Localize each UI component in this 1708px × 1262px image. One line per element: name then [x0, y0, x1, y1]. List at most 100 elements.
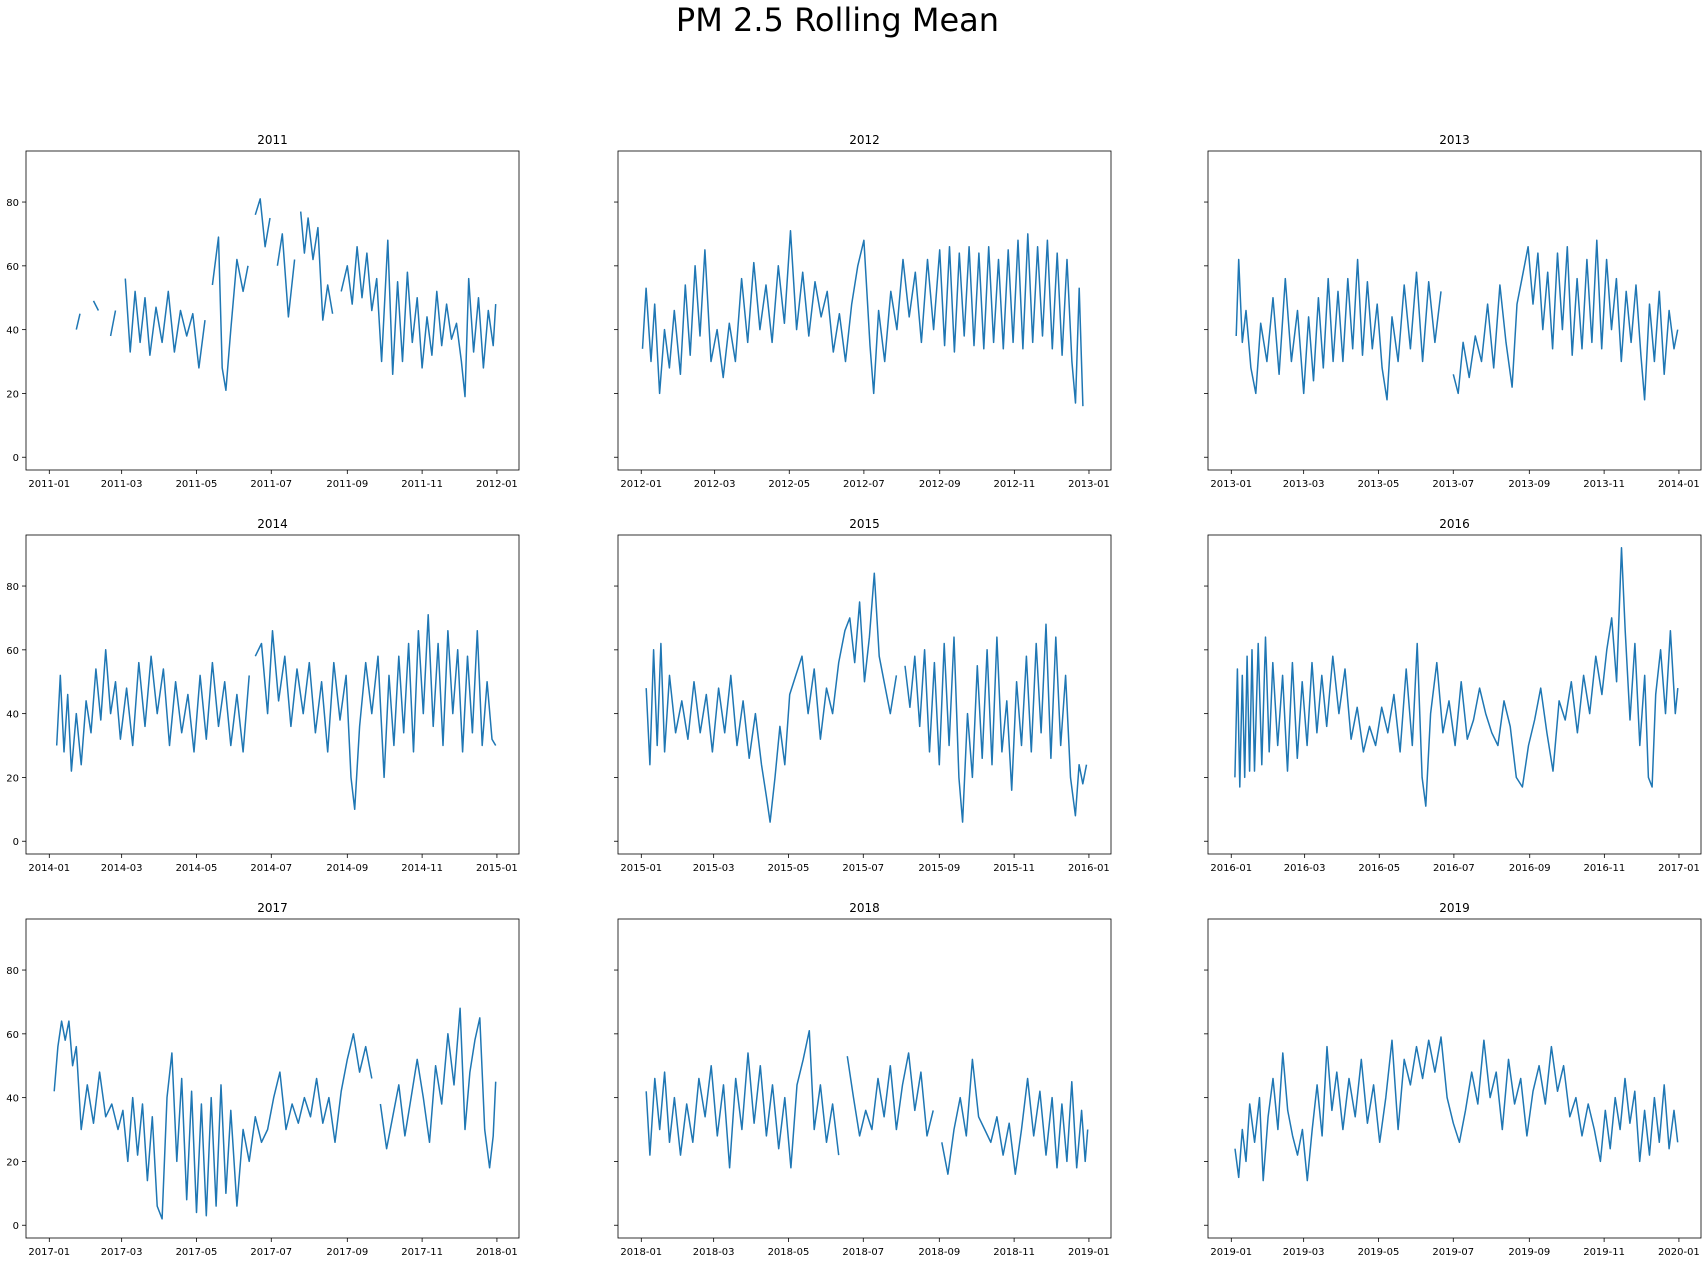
x-tick-label: 2017-01 — [1658, 863, 1700, 874]
x-tick-label: 2019-07 — [1432, 1247, 1474, 1258]
x-tick-label: 2011-03 — [101, 479, 143, 490]
x-tick-label: 2015-03 — [693, 863, 735, 874]
axes-frame — [25, 918, 520, 1239]
x-tick-label: 2017-03 — [101, 1247, 143, 1258]
subplot-title: 2017 — [257, 901, 288, 915]
y-tick-label: 40 — [6, 1094, 19, 1105]
x-tick-label: 2019-11 — [1583, 1247, 1625, 1258]
x-tick-label: 2015-11 — [993, 863, 1035, 874]
x-tick-label: 2019-03 — [1283, 1247, 1325, 1258]
subplot-2019: 2019 2019-01 2019-03 2019-05 2019-07 2019-09 2… — [1204, 901, 1702, 1258]
x-tick-label: 2011-01 — [28, 479, 70, 490]
subplot-title: 2013 — [1439, 133, 1470, 147]
x-tick-label: 2017-07 — [250, 1247, 292, 1258]
series-line — [1234, 1036, 1679, 1182]
x-tick-label: 2013-11 — [1583, 479, 1625, 490]
x-tick-label: 2019-01 — [1068, 1247, 1110, 1258]
x-tick-label: 2016-09 — [1509, 863, 1551, 874]
y-tick-label: 80 — [6, 966, 19, 977]
x-tick-label: 2018-01 — [476, 1247, 518, 1258]
x-tick-label: 2011-05 — [176, 479, 218, 490]
subplot-2018: 2018 2018-01 2018-03 2018-05 2018-07 2018-09 2… — [614, 901, 1112, 1258]
subplot-2012: 2012 2012-01 2012-03 2012-05 2012-07 2012-09 2… — [614, 133, 1112, 490]
y-tick-label: 80 — [6, 582, 19, 593]
series-line — [1234, 547, 1679, 807]
y-tick-label: 20 — [6, 1157, 19, 1168]
figure-suptitle: PM 2.5 Rolling Mean — [675, 1, 1000, 39]
x-tick-label: 2015-01 — [620, 863, 662, 874]
subplot-2011: 2011 0 20 40 60 80 2011-01 2011-03 2011-05 2011-0… — [6, 133, 520, 490]
y-tick-label: 0 — [13, 453, 19, 464]
axes-frame — [617, 150, 1112, 471]
x-tick-label: 2014-07 — [250, 863, 292, 874]
x-tick-label: 2014-03 — [101, 863, 143, 874]
x-tick-label: 2013-03 — [1283, 479, 1325, 490]
x-tick-label: 2013-07 — [1432, 479, 1474, 490]
subplot-title: 2014 — [257, 517, 288, 531]
axes-frame — [25, 150, 520, 471]
subplot-title: 2019 — [1439, 901, 1470, 915]
x-tick-label: 2018-11 — [993, 1247, 1035, 1258]
x-tick-label: 2013-01 — [1068, 479, 1110, 490]
x-tick-label: 2016-01 — [1068, 863, 1110, 874]
x-tick-label: 2014-05 — [176, 863, 218, 874]
x-tick-label: 2016-03 — [1284, 863, 1326, 874]
x-tick-label: 2016-07 — [1433, 863, 1475, 874]
axes-frame — [1207, 534, 1702, 855]
y-tick-label: 20 — [6, 773, 19, 784]
subplot-title: 2016 — [1439, 517, 1470, 531]
axes-frame — [1207, 150, 1702, 471]
y-tick-label: 40 — [6, 710, 19, 721]
x-tick-label: 2014-01 — [28, 863, 70, 874]
x-tick-label: 2013-05 — [1358, 479, 1400, 490]
x-tick-label: 2015-09 — [918, 863, 960, 874]
subplot-title: 2012 — [849, 133, 880, 147]
subplot-2013: 2013 2013-01 2013-03 2013-05 2013-07 2013-09 2… — [1204, 133, 1702, 490]
x-tick-label: 2014-11 — [401, 863, 443, 874]
x-tick-label: 2019-01 — [1210, 1247, 1252, 1258]
x-tick-label: 2019-09 — [1508, 1247, 1550, 1258]
axes-frame — [617, 918, 1112, 1239]
axes-frame — [1207, 918, 1702, 1239]
subplot-title: 2018 — [849, 901, 880, 915]
subplot-title: 2015 — [849, 517, 880, 531]
x-tick-label: 2011-07 — [250, 479, 292, 490]
y-tick-label: 0 — [13, 837, 19, 848]
x-tick-label: 2014-09 — [326, 863, 368, 874]
x-tick-label: 2019-05 — [1358, 1247, 1400, 1258]
y-tick-label: 60 — [6, 1030, 19, 1041]
x-tick-label: 2011-09 — [326, 479, 368, 490]
x-tick-label: 2020-01 — [1658, 1247, 1700, 1258]
series-line — [55, 614, 497, 811]
x-tick-label: 2011-11 — [401, 479, 443, 490]
x-tick-label: 2015-07 — [842, 863, 884, 874]
x-tick-label: 2018-09 — [918, 1247, 960, 1258]
x-tick-label: 2016-11 — [1583, 863, 1625, 874]
x-tick-label: 2017-01 — [28, 1247, 70, 1258]
series-line — [645, 572, 1088, 823]
x-tick-label: 2014-01 — [1658, 479, 1700, 490]
subplot-title: 2011 — [257, 133, 288, 147]
x-tick-label: 2013-01 — [1210, 479, 1252, 490]
x-tick-label: 2012-07 — [843, 479, 885, 490]
x-tick-label: 2013-09 — [1508, 479, 1550, 490]
y-tick-label: 60 — [6, 646, 19, 657]
y-tick-label: 20 — [6, 389, 19, 400]
subplot-2016: 2016 2016-01 2016-03 2016-05 2016-07 2016-09 2… — [1204, 517, 1702, 874]
series-line — [1235, 239, 1679, 401]
axes-frame — [25, 534, 520, 855]
x-tick-label: 2012-03 — [694, 479, 736, 490]
x-tick-label: 2012-09 — [919, 479, 961, 490]
x-tick-label: 2018-07 — [842, 1247, 884, 1258]
y-tick-label: 0 — [13, 1221, 19, 1232]
x-tick-label: 2017-05 — [176, 1247, 218, 1258]
x-tick-label: 2012-01 — [476, 479, 518, 490]
y-tick-label: 40 — [6, 326, 19, 337]
subplot-2014: 2014 0 20 40 60 80 2014-01 2014-03 2014-05 2014-0… — [6, 517, 520, 874]
x-tick-label: 2012-01 — [620, 479, 662, 490]
series-line — [645, 1029, 1089, 1175]
x-tick-label: 2012-05 — [768, 479, 810, 490]
y-tick-label: 80 — [6, 198, 19, 209]
subplot-2017: 2017 0 20 40 60 80 2017-01 2017-03 2017-05 2017-0… — [6, 901, 520, 1258]
